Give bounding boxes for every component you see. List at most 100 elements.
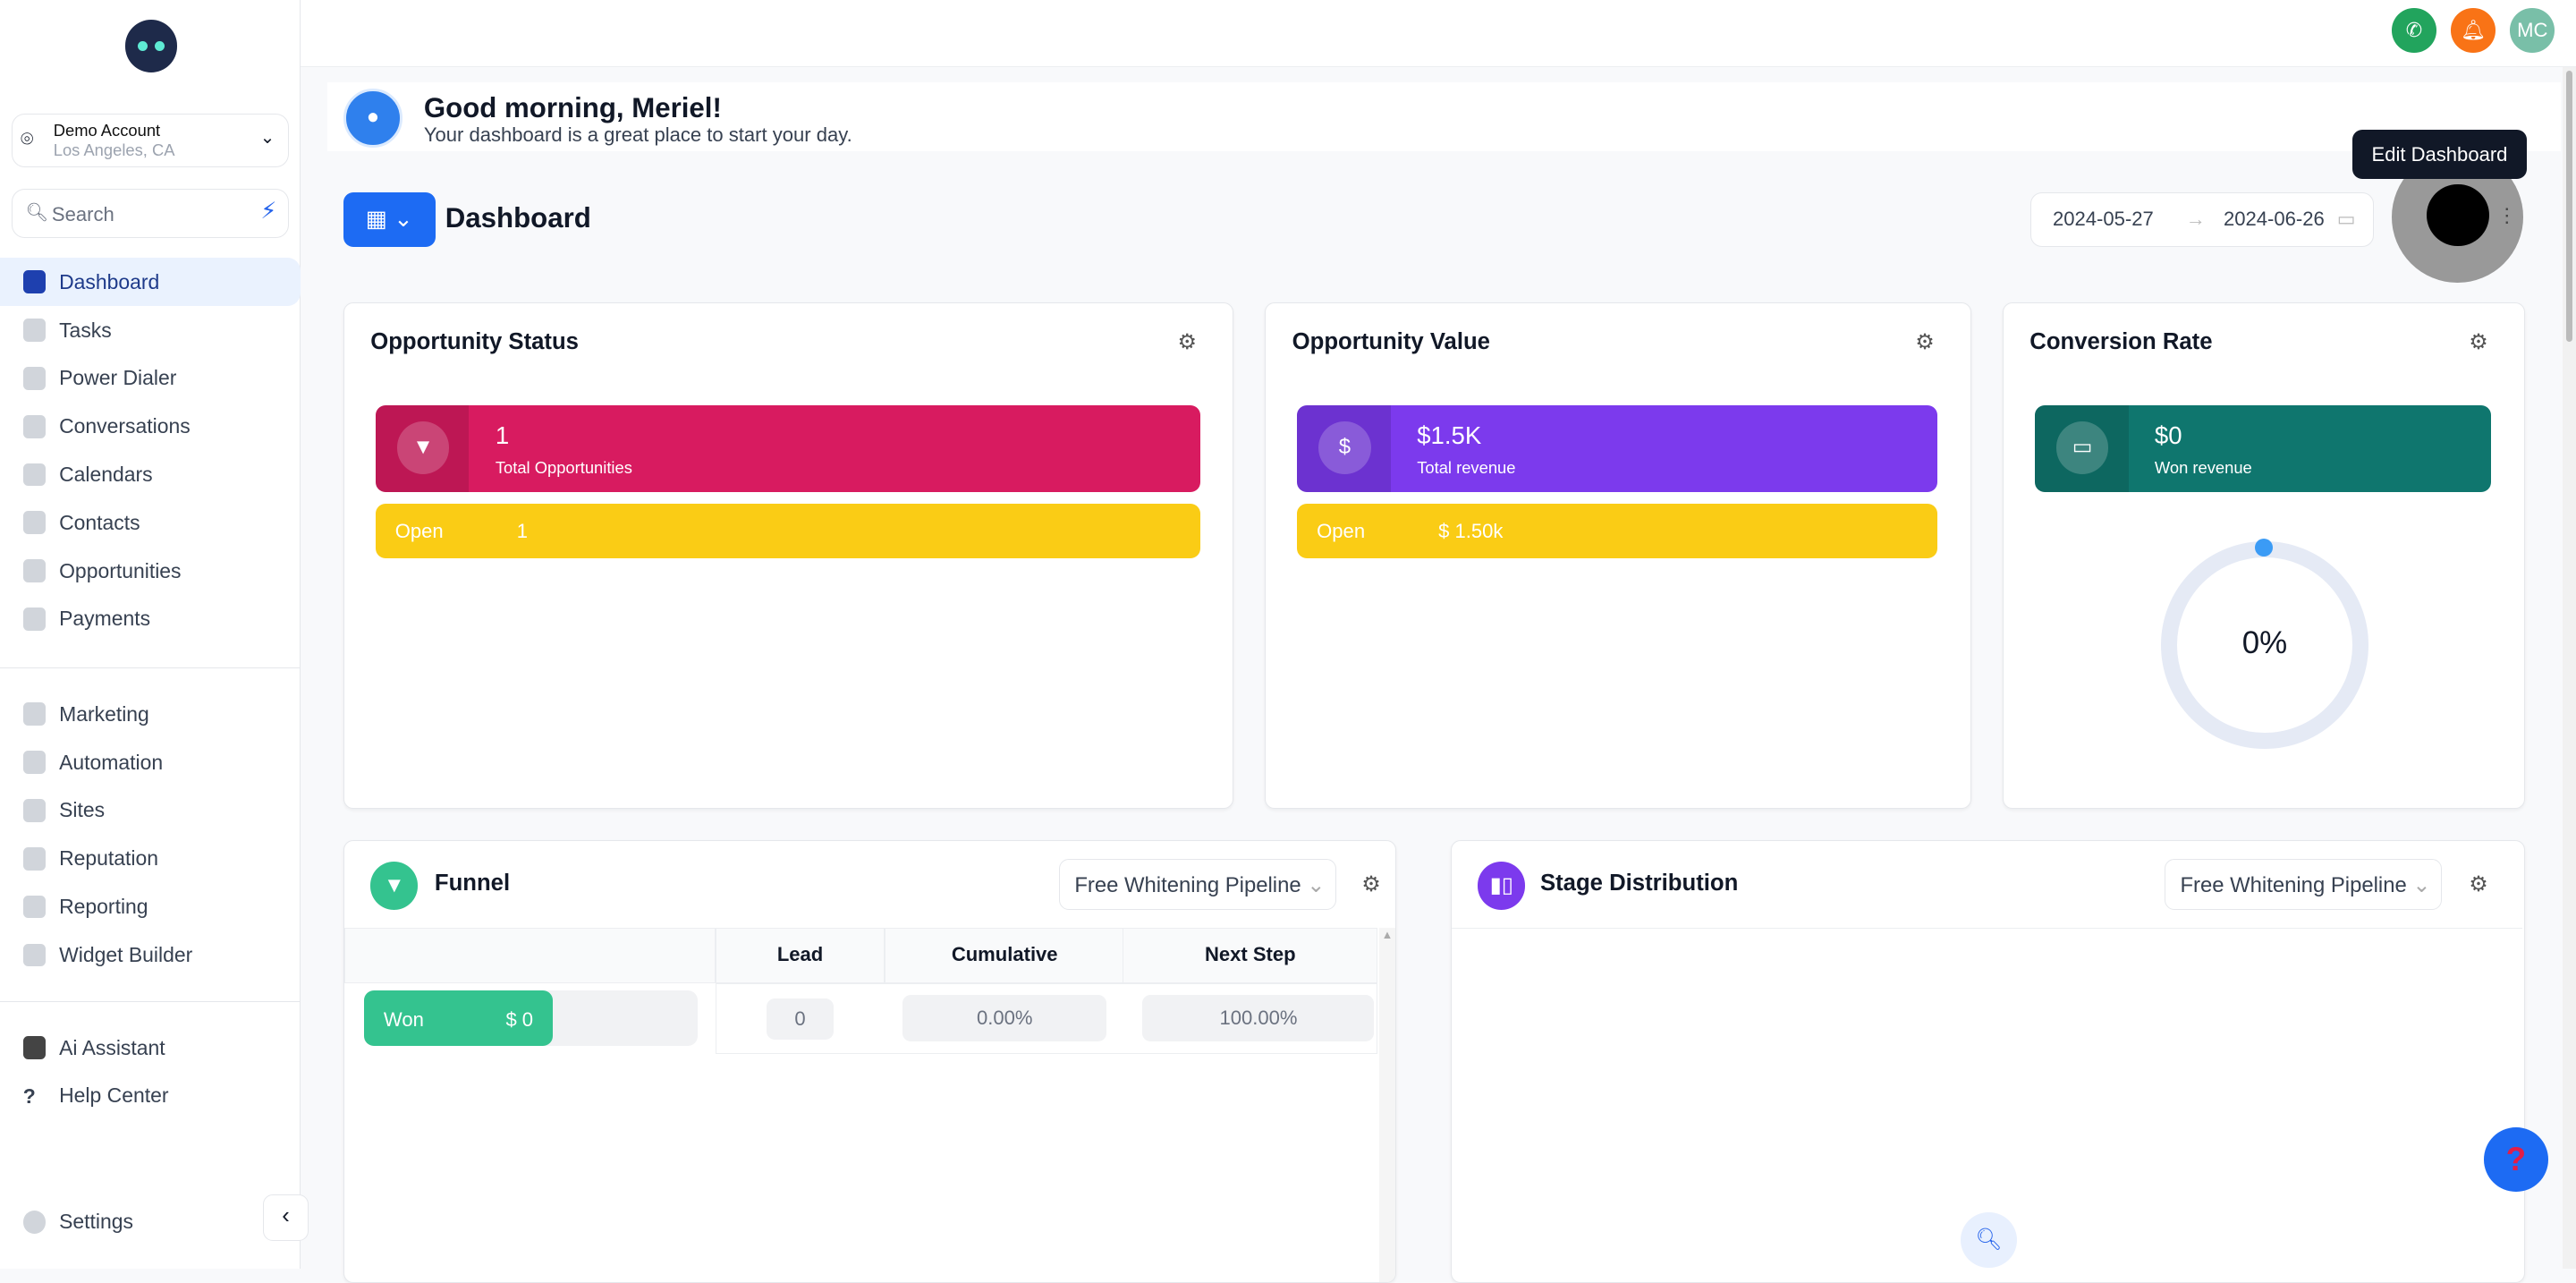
nav-label: Settings	[59, 1210, 133, 1234]
marketing-icon	[22, 702, 47, 726]
card-icon: ▭	[2055, 421, 2109, 474]
nav-label: Ai Assistant	[59, 1035, 165, 1059]
nav-label: Contacts	[59, 510, 140, 534]
pipeline-select[interactable]: Free Whitening Pipeline ⌄	[1058, 858, 1337, 910]
phone-icon[interactable]: ✆	[2392, 8, 2436, 53]
filter-icon[interactable]: ⚙︎	[1177, 330, 1197, 355]
dashboard-icon	[22, 270, 47, 294]
lead-cell: 0	[766, 998, 835, 1040]
stage-amount: $ 0	[505, 1007, 534, 1031]
chevron-down-icon: ⌄	[259, 127, 275, 148]
help-button[interactable]: ?	[2484, 1126, 2548, 1192]
calendar-icon	[22, 463, 47, 487]
nav-widget-builder[interactable]: Widget Builder	[0, 930, 301, 979]
funnel-card: ▼ Funnel Free Whitening Pipeline ⌄ ⚙︎ Le…	[343, 839, 1397, 1283]
nav-help-center[interactable]: ? Help Center	[0, 1072, 301, 1120]
edit-dashboard-tooltip: Edit Dashboard	[2352, 130, 2527, 180]
search-placeholder: Search	[51, 202, 114, 225]
stat-label: Won revenue	[2154, 457, 2252, 477]
star-icon	[22, 846, 47, 871]
nav-opportunities[interactable]: Opportunities	[0, 547, 301, 595]
nav-conversations[interactable]: Conversations	[0, 403, 301, 451]
date-end[interactable]: 2024-06-26	[2224, 208, 2325, 231]
divider	[0, 1000, 301, 1002]
greeting-subtitle: Your dashboard is a great place to start…	[423, 123, 852, 146]
account-name: Demo Account	[53, 121, 161, 140]
nav-sites[interactable]: Sites	[0, 786, 301, 835]
card-title: Funnel	[434, 870, 511, 896]
stat-value: $0	[2154, 421, 2182, 450]
sidebar: ⌾ Demo Account Los Angeles, CA ⌄ 🔍︎ Sear…	[0, 0, 301, 1269]
nav-label: Calendars	[59, 463, 153, 487]
nav-label: Automation	[59, 750, 164, 774]
pipeline-value: Free Whitening Pipeline	[1074, 873, 1301, 898]
chevron-down-icon: ⌄	[1307, 873, 1326, 898]
filter-icon[interactable]: ⚙︎	[2469, 872, 2488, 897]
nav-reporting[interactable]: Reporting	[0, 883, 301, 931]
nav-dashboard[interactable]: Dashboard	[0, 258, 301, 307]
open-row: Open 1	[375, 504, 1200, 558]
search-input[interactable]: 🔍︎ Search ⚡︎	[11, 189, 290, 239]
funnel-row-won[interactable]: Won $ 0	[363, 990, 554, 1047]
gauge-marker	[2254, 538, 2274, 557]
account-switcher[interactable]: ⌾ Demo Account Los Angeles, CA ⌄	[11, 113, 290, 168]
conversations-icon	[22, 414, 47, 438]
tasks-icon	[22, 319, 47, 342]
stage-name: Won	[383, 1007, 424, 1031]
user-avatar[interactable]: MC	[2510, 8, 2555, 53]
date-start[interactable]: 2024-05-27	[2053, 208, 2154, 231]
nav-label: Sites	[59, 798, 106, 822]
dashboard-switcher-button[interactable]: ▦ ⌄	[343, 191, 436, 247]
divider	[0, 667, 301, 668]
chevron-down-icon: ⌄	[2412, 873, 2431, 898]
bell-icon[interactable]: 🔔︎	[2451, 8, 2496, 53]
collapse-sidebar-button[interactable]: ‹	[262, 1194, 309, 1241]
date-range-picker[interactable]: 2024-05-27 → 2024-06-26 ▭	[2030, 191, 2375, 247]
main-nav: Dashboard Tasks Power Dialer Conversatio…	[0, 258, 301, 643]
filter-icon[interactable]: ⚙︎	[2469, 330, 2488, 355]
stage-distribution-card: ▮▯ Stage Distribution Free Whitening Pip…	[1450, 839, 2525, 1283]
pipeline-select[interactable]: Free Whitening Pipeline ⌄	[2164, 858, 2443, 910]
cumulative-cell: 0.00%	[902, 995, 1107, 1041]
opportunity-value-card: Opportunity Value ⚙︎ $ $1.5K Total reven…	[1265, 302, 1972, 809]
nav-calendars[interactable]: Calendars	[0, 451, 301, 499]
edit-dashboard-button[interactable]	[2426, 183, 2489, 247]
table-header-stage	[343, 927, 716, 984]
nav-label: Tasks	[59, 318, 112, 342]
nav-label: Widget Builder	[59, 942, 193, 966]
card-title: Conversion Rate	[2029, 329, 2213, 355]
robot-icon	[22, 1036, 47, 1059]
table-scrollbar[interactable]: ▲	[1378, 927, 1396, 1283]
scrollbar[interactable]	[2563, 67, 2576, 1269]
page-title: Dashboard	[445, 201, 591, 234]
nav-tasks[interactable]: Tasks	[0, 306, 301, 354]
nav-label: Reporting	[59, 895, 148, 919]
nav-automation[interactable]: Automation	[0, 738, 301, 786]
open-value: 1	[516, 520, 528, 543]
nav-payments[interactable]: Payments	[0, 595, 301, 643]
nav-ai-assistant[interactable]: Ai Assistant	[0, 1024, 301, 1072]
lightning-icon[interactable]: ⚡︎	[260, 199, 277, 225]
nav-reputation[interactable]: Reputation	[0, 835, 301, 883]
filter-icon[interactable]: ⚙︎	[1361, 872, 1381, 897]
nav-label: Opportunities	[59, 558, 182, 582]
automation-icon	[22, 751, 47, 774]
stat-label: Total revenue	[1417, 457, 1516, 477]
open-row: Open $ 1.50k	[1297, 504, 1938, 558]
dollar-icon: $	[1318, 421, 1371, 474]
payments-icon	[22, 608, 47, 631]
opportunity-status-card: Opportunity Status ⚙︎ ▼ 1 Total Opportun…	[343, 302, 1234, 809]
nav-label: Reputation	[59, 846, 159, 871]
nav-power-dialer[interactable]: Power Dialer	[0, 354, 301, 403]
card-title: Stage Distribution	[1539, 870, 1739, 896]
divider	[1451, 927, 2523, 929]
nav-contacts[interactable]: Contacts	[0, 498, 301, 547]
robot-logo[interactable]	[124, 20, 178, 72]
nav-settings[interactable]: Settings	[0, 1198, 301, 1246]
total-revenue-stat: $ $1.5K Total revenue	[1297, 404, 1938, 493]
more-options-icon[interactable]: ⋮	[2496, 203, 2517, 226]
nav-marketing[interactable]: Marketing	[0, 690, 301, 738]
filter-icon[interactable]: ⚙︎	[1915, 330, 1935, 355]
table-header: Cumulative	[885, 927, 1125, 984]
table-header: Next Step	[1123, 927, 1378, 984]
